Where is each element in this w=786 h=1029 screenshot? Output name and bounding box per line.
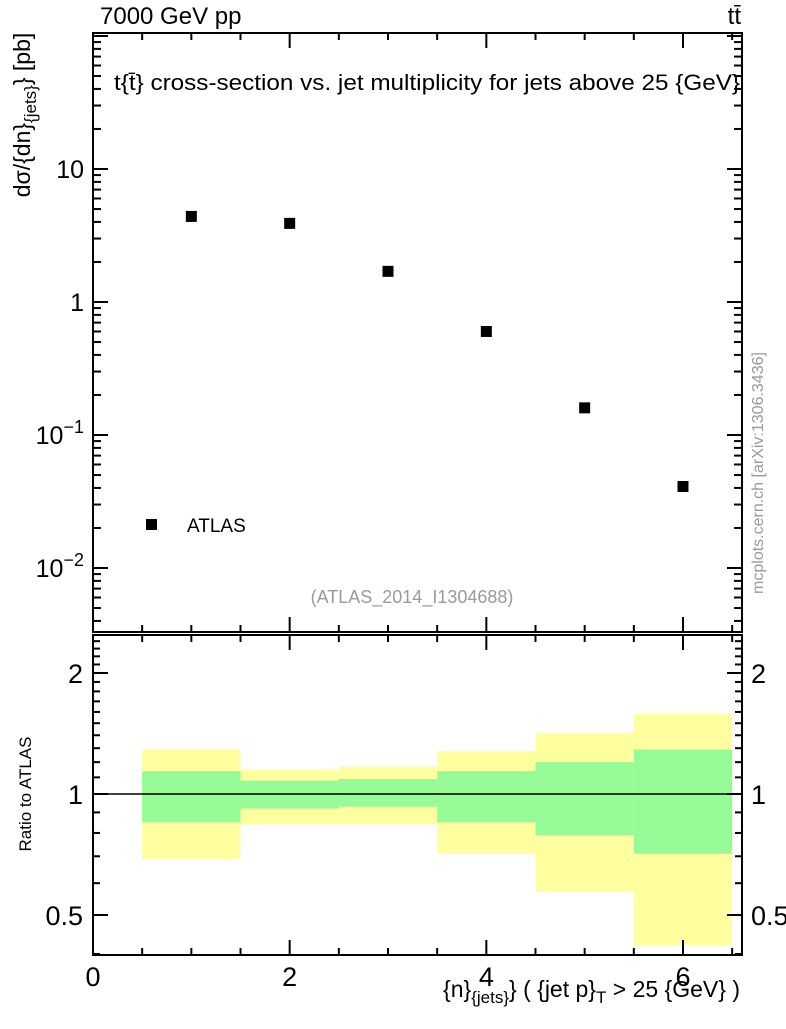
x-axis-label-part: > 25 {GeV} ) [606,976,740,1002]
y-tick-label: 10−2 [36,550,84,583]
ratio-band-inner-bin5 [535,762,634,836]
plot-title: t{t̄} cross-section vs. jet multiplicity… [114,70,740,95]
x-axis-label-part: T [596,988,606,1007]
data-point-n1 [185,210,197,222]
ratio-bands-layer [93,714,742,946]
y-tick-label-base: 10 [56,156,84,184]
ticks-layer [93,33,742,955]
ratio-y-tick-label-right: 0.5 [751,901,786,931]
ratio-band-inner-bin3 [338,778,438,807]
x-axis-label-part: } ( {jet p} [509,976,596,1002]
y-tick-label: 10−1 [36,417,84,450]
ratio-y-tick-label-left: 2 [68,659,83,689]
y-tick-label-exponent: −1 [63,417,84,437]
ratio-y-tick-label-right: 2 [751,659,766,689]
data-point-n2 [284,217,296,229]
y-tick-label: 10 [56,156,84,184]
x-tick-label: 2 [282,962,297,992]
ratio-y-tick-label-left: 1 [68,780,83,810]
ratio-band-inner-bin6 [633,749,733,854]
y-axis-label-part: {jets} [21,85,40,123]
x-tick-label: 4 [479,962,494,992]
y-tick-label-exponent: −2 [63,550,84,570]
y-tick-label-base: 10 [36,422,64,450]
legend-label: ATLAS [187,516,246,537]
y-axis-label-part: dσ/{dn} [9,123,35,198]
data-point-n3 [382,265,394,277]
y-tick-label-base: 1 [70,289,84,317]
x-axis-label: {n}{jets}} ( {jet p}T > 25 {GeV} ) [443,976,740,1007]
side-label: mcplots.cern.ch [arXiv:1306.3436] [750,352,767,594]
y-axis-label-part: } [pb] [9,33,35,85]
main-panel-frame [92,32,743,633]
y-axis-label: dσ/{dn}{jets}} [pb] [9,33,40,198]
header-left-title: 7000 GeV pp [100,3,241,30]
data-points-layer [185,210,689,492]
x-axis-label-part: {jets} [471,988,509,1007]
y-tick-label-base: 10 [36,555,64,583]
header-right-title: tt̄ [728,3,742,30]
x-tick-label: 0 [85,962,100,992]
y-tick-label: 1 [70,289,84,317]
x-tick-label: 6 [675,962,690,992]
legend-marker-icon [146,519,157,530]
watermark: (ATLAS_2014_I1304688) [311,587,514,608]
ratio-y-tick-label-left: 0.5 [45,901,83,931]
ratio-y-tick-label-right: 1 [751,780,766,810]
ratio-band-inner-bin1 [142,771,241,823]
data-point-n5 [579,402,591,414]
x-axis-label-part: {n} [443,976,471,1002]
ratio-y-axis-label: Ratio to ATLAS [16,737,35,852]
axis-labels-layer: dσ/{dn}{jets}} [pb]{n}{jets}} ( {jet p}T… [9,33,740,1007]
data-point-n6 [677,480,689,492]
data-point-n4 [480,326,492,338]
ratio-band-inner-bin4 [437,771,536,823]
